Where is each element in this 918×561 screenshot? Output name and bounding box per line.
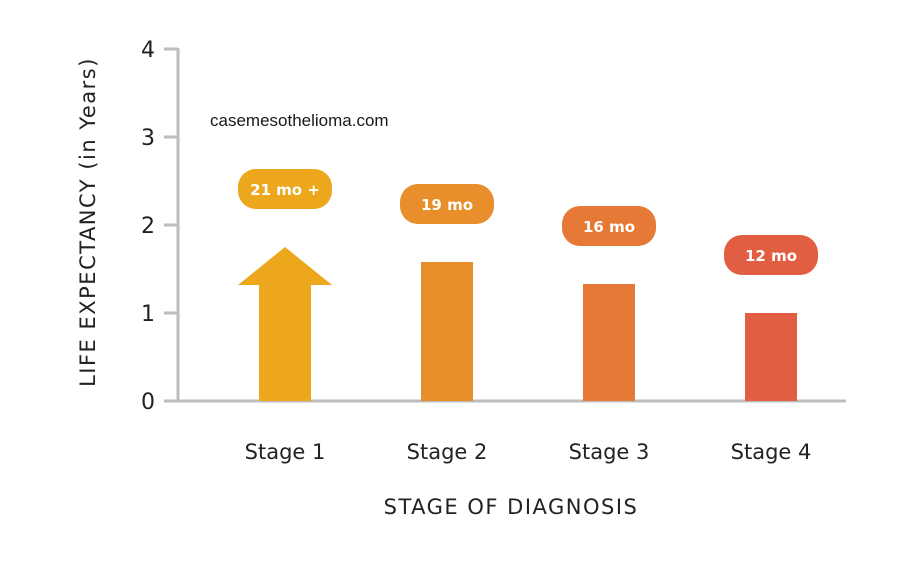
y-tick-label: 4	[141, 38, 155, 63]
bars	[238, 247, 797, 401]
watermark: casemesothelioma.com	[210, 111, 389, 130]
y-tick-label: 3	[141, 126, 155, 151]
value-badge-pill	[724, 235, 818, 275]
bar-stage-3	[583, 283, 635, 401]
y-tick-label: 1	[141, 302, 155, 327]
x-category-label: Stage 4	[731, 440, 812, 464]
y-tick-label: 2	[141, 214, 155, 239]
x-category-label: Stage 1	[245, 440, 326, 464]
y-tick-label: 0	[141, 390, 155, 415]
y-axis-ticks: 0 1 2 3 4	[141, 38, 178, 415]
x-axis-title: STAGE OF DIAGNOSIS	[384, 495, 639, 519]
value-badge-pill	[562, 205, 656, 246]
value-badge-label: 16 mo	[583, 218, 635, 236]
value-badge-pill	[400, 183, 494, 224]
x-category-label: Stage 3	[569, 440, 650, 464]
bar-stage-2	[421, 261, 473, 401]
value-badge-label: 21 mo +	[250, 181, 320, 199]
x-axis-labels: Stage 1 Stage 2 Stage 3 Stage 4	[245, 440, 812, 464]
bar-stage-1-arrow	[238, 247, 332, 401]
value-badge-pill	[238, 169, 332, 209]
x-category-label: Stage 2	[407, 440, 488, 464]
value-badge-label: 12 mo	[745, 247, 797, 265]
value-badge-label: 19 mo	[421, 196, 473, 214]
value-badges: 21 mo + 19 mo 16 mo 12 mo	[238, 169, 818, 275]
y-axis-title: LIFE EXPECTANCY (in Years)	[76, 57, 100, 387]
bar-stage-4	[745, 313, 797, 401]
